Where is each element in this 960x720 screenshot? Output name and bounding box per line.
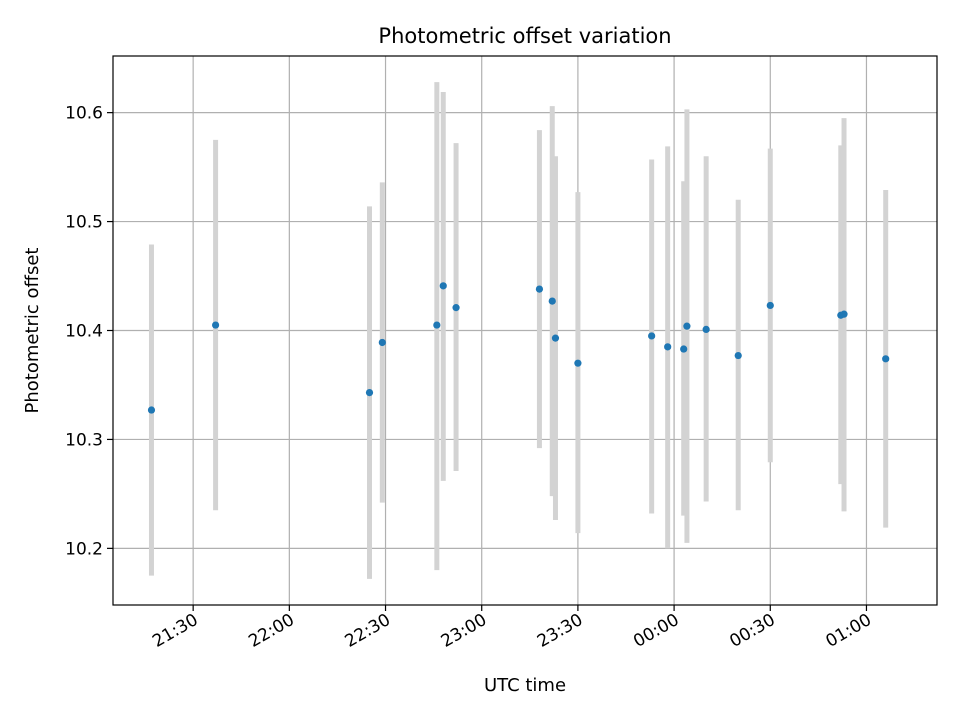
x-axis-label: UTC time	[484, 675, 566, 696]
data-points	[147, 282, 890, 414]
data-point	[766, 301, 774, 310]
data-point	[882, 355, 890, 363]
data-point	[840, 310, 848, 318]
data-point	[664, 343, 672, 351]
data-point	[680, 345, 688, 353]
data-point	[211, 321, 220, 329]
data-point	[683, 322, 691, 330]
data-point	[378, 338, 386, 347]
y-tick-label: 10.2	[65, 539, 103, 559]
chart-title: Photometric offset variation	[378, 24, 671, 48]
y-axis-label: Photometric offset	[22, 248, 43, 414]
data-point	[439, 282, 447, 290]
data-point	[452, 304, 460, 312]
y-tick-label: 10.6	[65, 104, 103, 124]
data-point	[147, 406, 156, 414]
data-point	[702, 325, 710, 334]
y-tick-label: 10.3	[65, 430, 103, 450]
data-point	[574, 359, 582, 367]
data-point	[535, 285, 544, 293]
y-tick-label: 10.4	[65, 322, 103, 342]
data-point	[365, 388, 374, 397]
data-point	[548, 297, 556, 305]
grid	[113, 56, 937, 605]
data-point	[433, 321, 441, 329]
y-tick-label: 10.5	[65, 213, 103, 233]
data-point	[648, 332, 656, 340]
y-axis-ticks: 10.2 10.3 10.4 10.5 10.6	[65, 104, 113, 559]
data-point	[734, 351, 742, 360]
data-point	[551, 334, 560, 342]
